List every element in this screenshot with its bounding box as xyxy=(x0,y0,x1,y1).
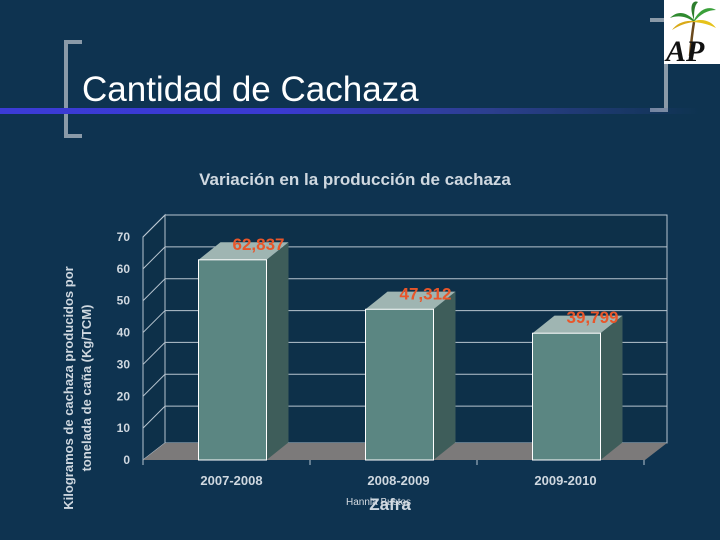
x-tick-label: 2008-2009 xyxy=(367,473,429,488)
author-credit: Hannia Bustos xyxy=(346,497,412,508)
bar-front xyxy=(365,308,434,461)
y-tick-label: 40 xyxy=(117,326,131,340)
x-axis-label: Zafra xyxy=(369,495,411,514)
gridline xyxy=(142,405,667,429)
gridline xyxy=(142,246,667,270)
value-label: 39,799 xyxy=(567,308,619,327)
y-tick-label: 30 xyxy=(117,357,131,371)
x-axis-ticks: 2007-2008 2008-2009 2009-2010 xyxy=(142,460,645,488)
y-axis-label: Kilogramos de cachaza producidos por ton… xyxy=(61,266,94,509)
y-tick-label: 60 xyxy=(117,262,131,276)
logo-text: AP xyxy=(664,35,705,64)
slide-title: Cantidad de Cachaza xyxy=(82,70,419,109)
y-axis-label-line-1: Kilogramos de cachaza producidos por xyxy=(61,266,76,509)
bar-side xyxy=(600,315,623,460)
y-tick-label: 10 xyxy=(117,421,131,435)
bar-front xyxy=(198,259,267,461)
gridline xyxy=(142,341,667,365)
gridline xyxy=(142,278,667,302)
y-axis-ticks: 0 10 20 30 40 50 60 70 xyxy=(117,230,131,467)
palm-tree-icon xyxy=(670,1,716,57)
bars xyxy=(198,242,623,461)
title-underline xyxy=(0,108,700,114)
y-tick-label: 50 xyxy=(117,294,131,308)
bar-front xyxy=(532,332,601,461)
bar xyxy=(532,315,623,461)
bar xyxy=(365,291,456,461)
value-labels: 62,837 47,312 39,799 xyxy=(233,235,619,327)
gridline xyxy=(142,373,667,397)
gridlines xyxy=(142,214,667,429)
y-axis-label-line-2: tonelada de caña (Kg/TCM) xyxy=(79,305,94,472)
x-tick-label: 2007-2008 xyxy=(200,473,262,488)
bar xyxy=(198,242,289,461)
chart-title: Variación en la producción de cachaza xyxy=(199,170,511,189)
value-label: 47,312 xyxy=(400,284,452,303)
bar-top xyxy=(198,242,289,260)
value-label: 62,837 xyxy=(233,235,285,254)
ap-palm-logo: AP xyxy=(664,0,720,64)
x-tick-label: 2009-2010 xyxy=(534,473,596,488)
title-bracket-left xyxy=(64,40,82,138)
bar-top xyxy=(532,315,623,334)
y-tick-label: 70 xyxy=(117,230,131,244)
bar-side xyxy=(266,242,289,460)
gridline xyxy=(142,310,667,333)
y-tick-label: 0 xyxy=(123,453,130,467)
bar-top xyxy=(365,291,456,310)
y-tick-label: 20 xyxy=(117,389,131,403)
bar-side xyxy=(433,291,456,460)
gridline xyxy=(142,214,667,238)
